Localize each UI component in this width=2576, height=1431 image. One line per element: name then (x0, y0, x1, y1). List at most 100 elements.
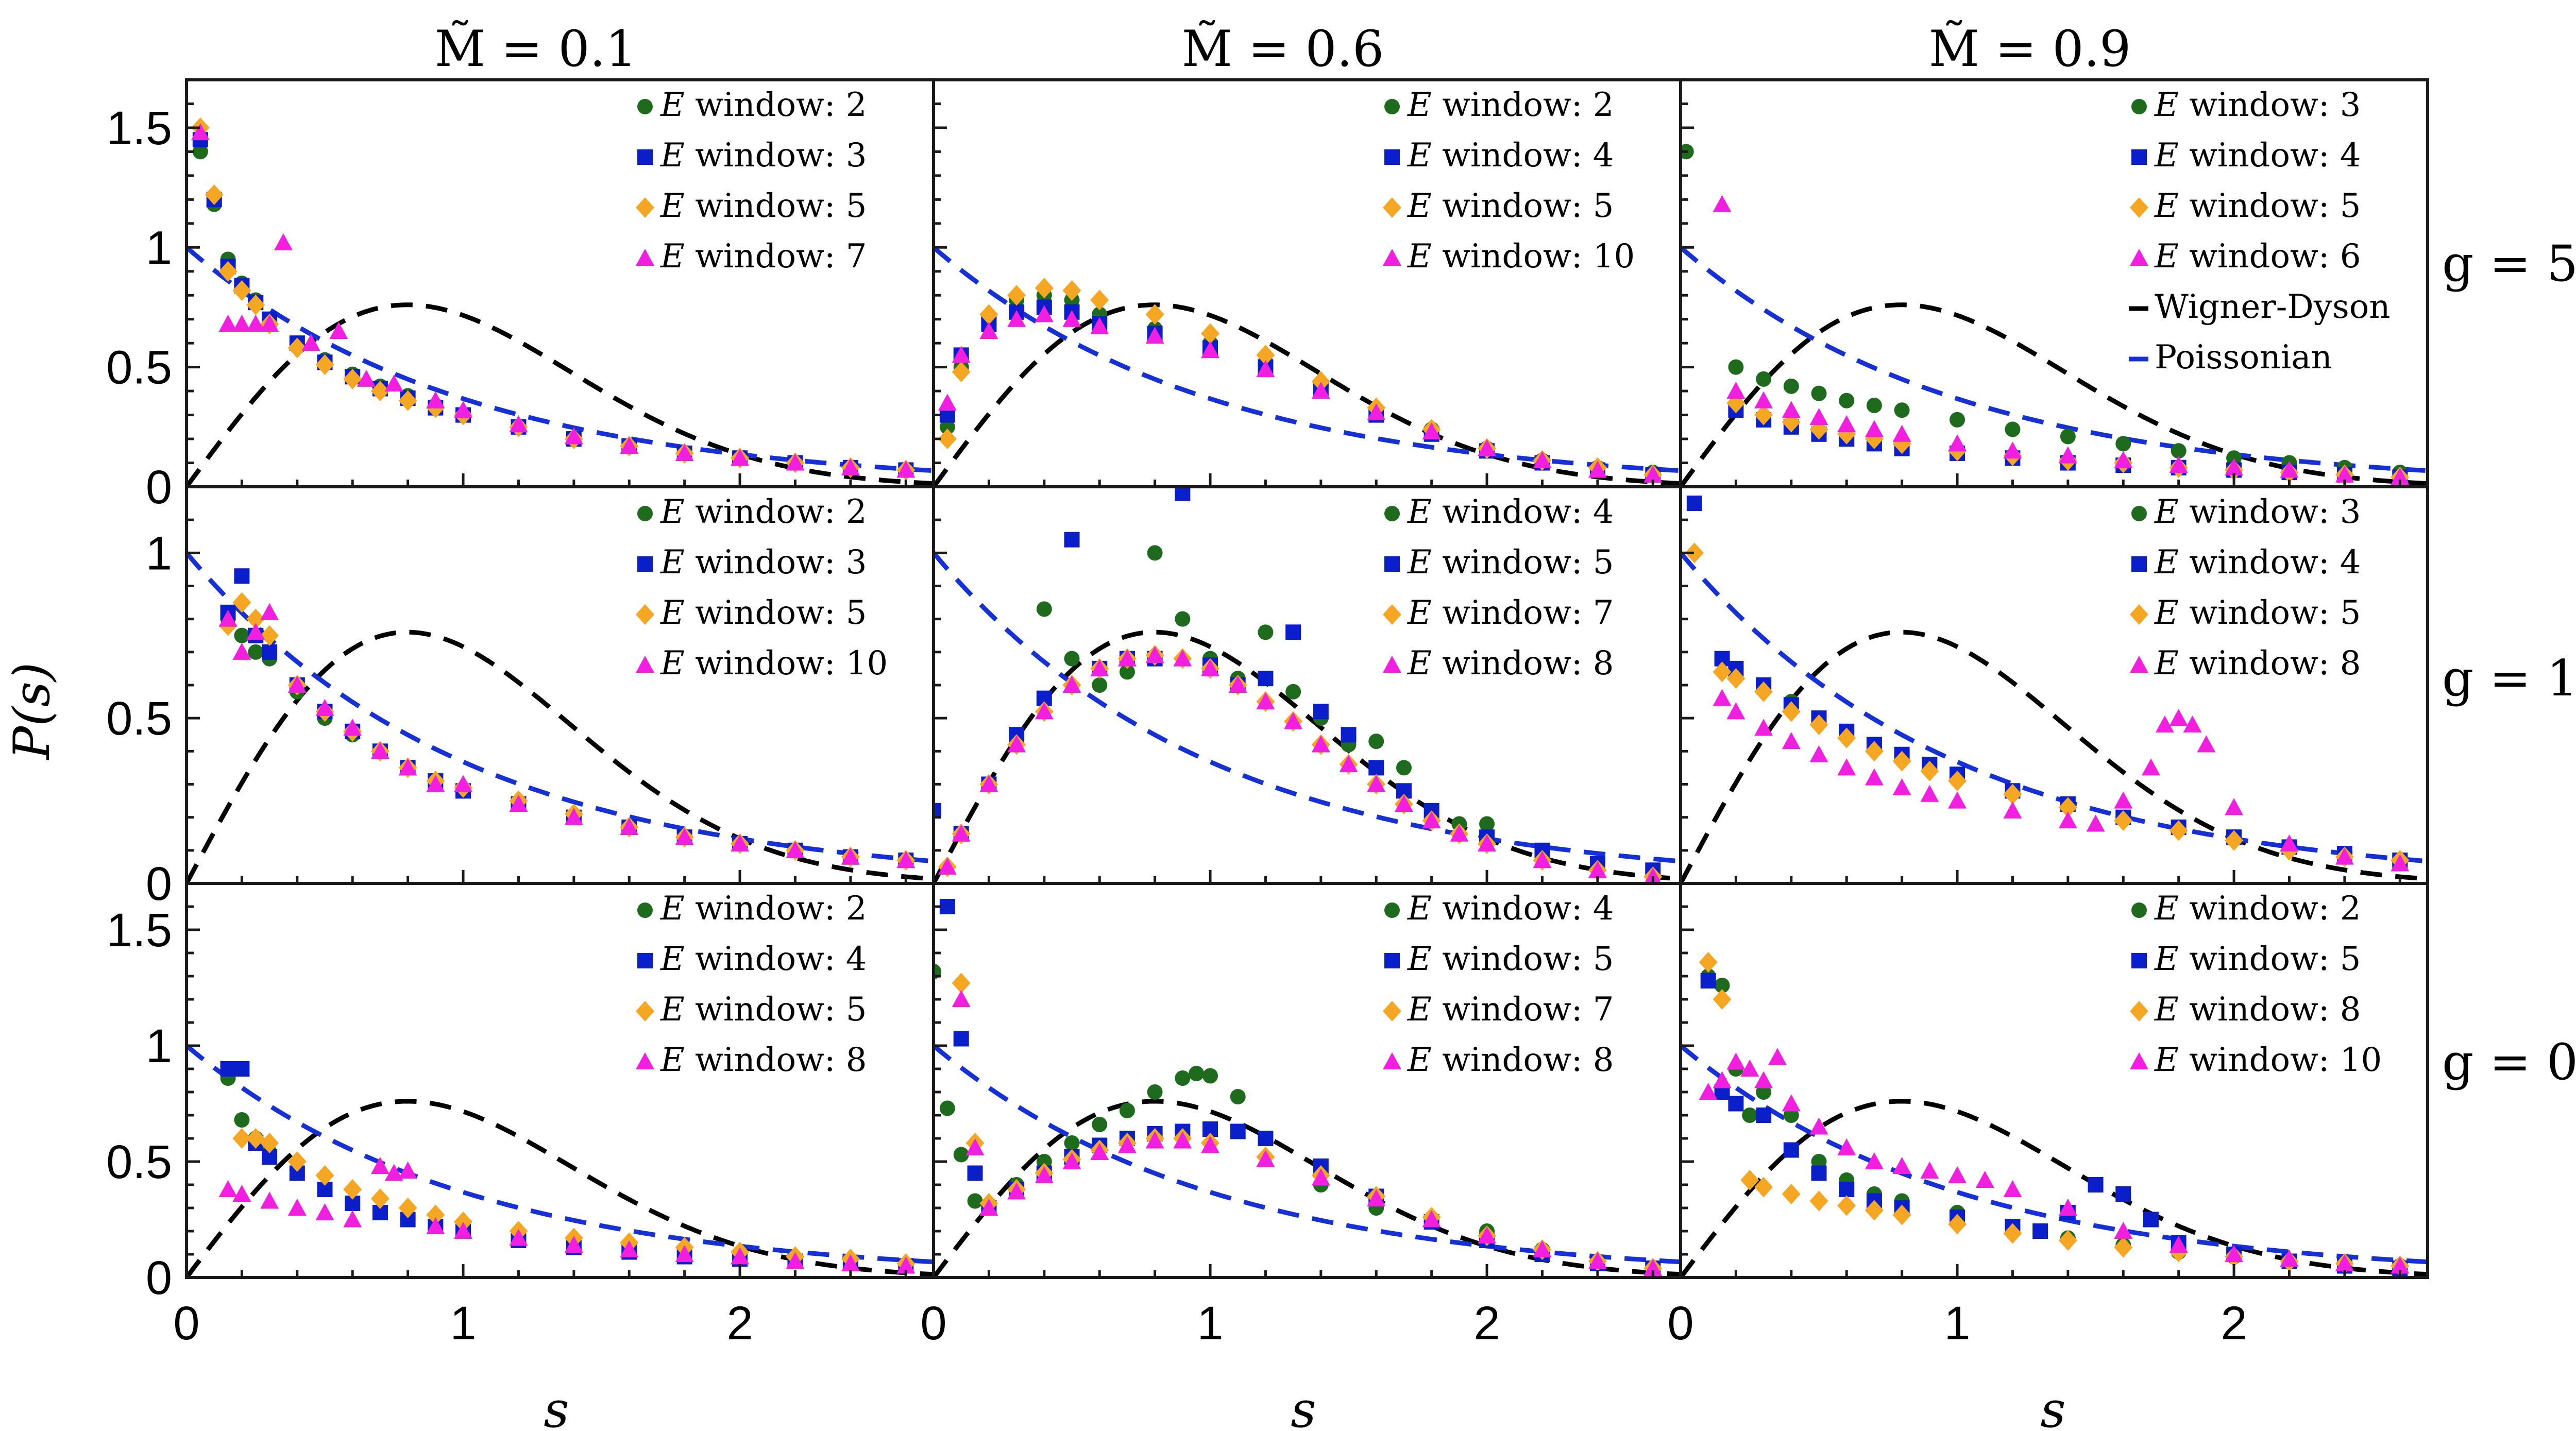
data-point (2280, 461, 2299, 478)
data-point (274, 233, 293, 250)
data-point (1478, 439, 1497, 456)
data-point (260, 1133, 279, 1153)
data-point (2169, 456, 2188, 473)
poissonian-curve (187, 1044, 934, 1265)
data-point (315, 1203, 334, 1220)
data-point (384, 1164, 403, 1181)
data-point (1090, 317, 1109, 334)
data-point (731, 1247, 750, 1265)
legend-label: E window: 6 (2154, 237, 2361, 276)
data-point (1533, 451, 1552, 468)
legend: E window: 4 E window: 5 E window: 7 E windo… (1383, 890, 1614, 1079)
data-point (218, 1180, 238, 1197)
data-point (1768, 1048, 1787, 1065)
data-point (1339, 755, 1358, 772)
data-point (1866, 398, 1882, 413)
data-point (1117, 1136, 1137, 1153)
x-tick-label: 2 (2221, 1297, 2247, 1350)
data-point (1699, 1083, 1718, 1100)
data-point (398, 1198, 417, 1218)
data-point (1201, 323, 1220, 344)
data-point (1809, 408, 1828, 425)
legend-marker (2130, 1052, 2148, 1069)
data-point (1726, 1052, 1745, 1070)
data-point (1007, 1182, 1026, 1200)
row-label-2: g = 1 (2442, 650, 2576, 707)
data-point (1533, 851, 1552, 868)
wigner-dyson-curve (1681, 302, 2428, 487)
data-point (1713, 989, 1732, 1010)
legend-label: E window: 5 (2154, 594, 2361, 632)
data-point (343, 368, 362, 389)
x-tick-label: 1 (1944, 1297, 1970, 1350)
wigner-dyson-curve (1681, 629, 2428, 883)
data-point (1892, 424, 1911, 442)
data-point (234, 627, 250, 643)
data-point (1892, 1204, 1911, 1225)
x-tick-label: 2 (1473, 1297, 1500, 1350)
legend-label: E window: 8 (2154, 991, 2361, 1029)
data-point (952, 973, 971, 994)
legend-label: E window: 2 (660, 493, 867, 531)
data-point (1754, 404, 1773, 425)
data-point (2058, 1230, 2077, 1251)
data-point (1035, 305, 1054, 322)
data-point (1782, 701, 1801, 722)
data-point (620, 437, 639, 454)
data-point (564, 427, 583, 445)
legend-marker (1384, 149, 1400, 165)
data-point (967, 1193, 983, 1209)
data-point (1726, 702, 1745, 720)
data-point (2003, 1180, 2022, 1197)
data-point (1368, 760, 1384, 776)
legend-label: E window: 4 (1407, 137, 1614, 175)
data-point (979, 304, 998, 325)
data-point (1064, 1135, 1080, 1151)
data-point (2115, 1186, 2131, 1202)
panel-3-3: 0 1 2E window: 2E window: 5E window: 8E wi… (1667, 882, 2429, 1350)
data-point (1036, 601, 1052, 617)
legend-marker (1384, 506, 1400, 521)
col-title-3: M̃ = 0.9 (1929, 20, 2131, 78)
legend-label: E window: 3 (660, 543, 867, 582)
legend-marker (1383, 249, 1401, 266)
plot-area (187, 1044, 934, 1277)
plot-area (187, 551, 934, 883)
legend-marker (2130, 604, 2148, 625)
legend-label: E window: 7 (1407, 594, 1614, 632)
data-point (1894, 402, 1910, 418)
data-point (1062, 1152, 1081, 1169)
legend-label: E window: 4 (660, 940, 867, 978)
legend-label: E window: 3 (660, 137, 867, 175)
legend-marker (636, 197, 654, 218)
wigner-dyson-curve (1681, 1099, 2428, 1277)
data-point (343, 1179, 362, 1200)
data-point (262, 644, 278, 660)
data-point (232, 1185, 251, 1202)
data-point (2143, 1212, 2159, 1228)
data-point (1092, 1117, 1108, 1132)
data-point (1533, 1240, 1552, 1257)
data-point (1202, 1068, 1218, 1084)
data-point (2032, 1223, 2048, 1239)
data-point (191, 123, 210, 141)
data-point (2335, 847, 2354, 865)
data-point (2335, 465, 2354, 483)
data-point (260, 1191, 279, 1209)
data-point (1714, 978, 1730, 993)
data-point (246, 315, 265, 332)
data-point (1782, 1094, 1801, 1112)
y-tick-label: 1 (146, 1020, 172, 1072)
data-point (2058, 1199, 2077, 1216)
legend-marker (1384, 902, 1400, 918)
wigner-dyson-curve (934, 629, 1681, 883)
legend-marker (1383, 1052, 1401, 1069)
data-point (620, 817, 639, 835)
data-point (370, 1188, 389, 1209)
data-point (1256, 360, 1275, 378)
data-point (1256, 692, 1275, 710)
data-point (1422, 1210, 1441, 1228)
data-point (2003, 1223, 2022, 1244)
legend-label: E window: 5 (2154, 940, 2361, 978)
legend-label: Poissonian (2155, 338, 2332, 377)
